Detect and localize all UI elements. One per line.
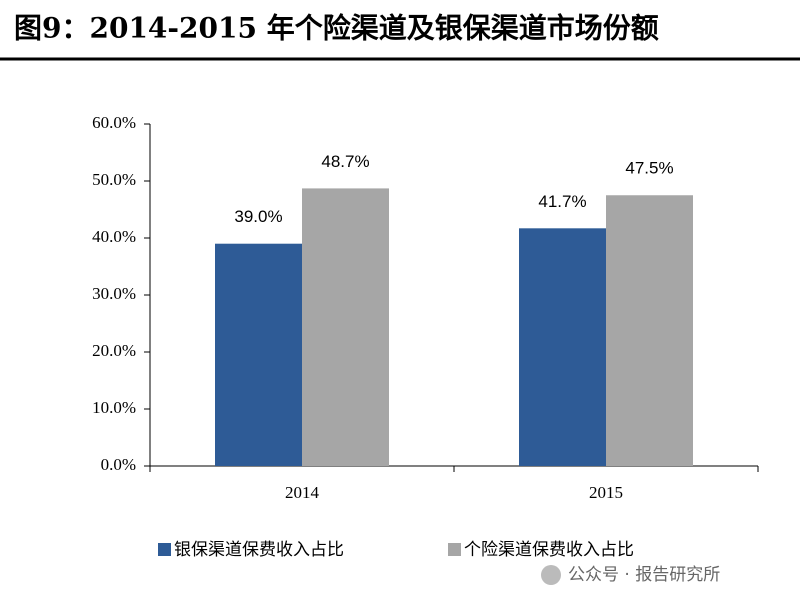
y-tick-label: 0.0% bbox=[101, 455, 136, 474]
value-label: 39.0% bbox=[234, 207, 282, 226]
x-tick-label: 2015 bbox=[589, 483, 623, 502]
chart-title: 图9：2014-2015 年个险渠道及银保渠道市场份额 bbox=[14, 12, 659, 45]
value-label: 47.5% bbox=[625, 159, 673, 178]
y-tick-label: 40.0% bbox=[92, 227, 136, 246]
legend-label: 个险渠道保费收入占比 bbox=[464, 540, 634, 560]
legend-label: 银保渠道保费收入占比 bbox=[174, 540, 344, 560]
watermark-icon bbox=[541, 565, 561, 585]
bar bbox=[606, 195, 693, 466]
y-tick-label: 30.0% bbox=[92, 284, 136, 303]
y-tick-label: 20.0% bbox=[92, 341, 136, 360]
x-tick-label: 2014 bbox=[285, 483, 320, 502]
bar bbox=[519, 228, 606, 466]
value-label: 41.7% bbox=[538, 192, 586, 211]
bar bbox=[302, 188, 389, 466]
legend-swatch bbox=[448, 543, 461, 556]
watermark: 公众号 · 报告研究所 bbox=[568, 565, 720, 585]
bar bbox=[215, 243, 302, 466]
y-tick-label: 50.0% bbox=[92, 170, 136, 189]
legend-swatch bbox=[158, 543, 171, 556]
value-label: 48.7% bbox=[321, 152, 369, 171]
y-tick-label: 60.0% bbox=[92, 113, 136, 132]
y-tick-label: 10.0% bbox=[92, 398, 136, 417]
